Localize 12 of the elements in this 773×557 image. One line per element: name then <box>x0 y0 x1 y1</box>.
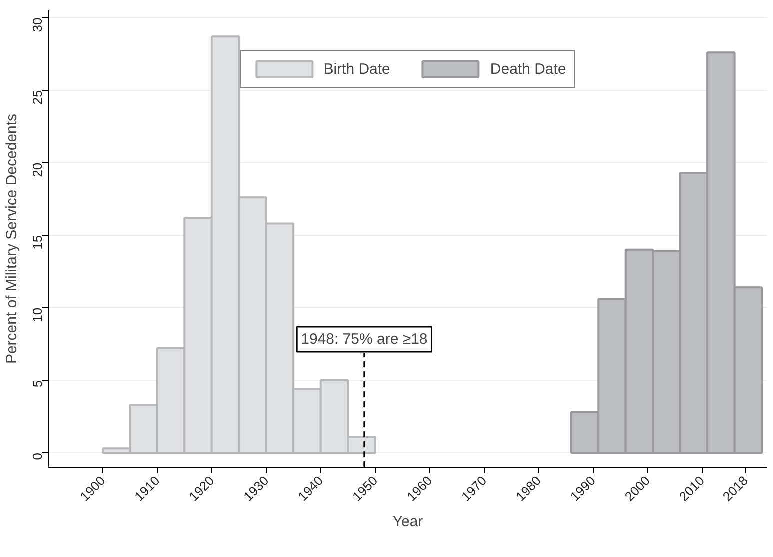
y-tick-label: 0 <box>30 452 45 460</box>
y-tick-label: 30 <box>30 18 45 32</box>
y-axis-title: Percent of Military Service Decedents <box>4 114 20 364</box>
y-tick-label: 25 <box>30 90 45 105</box>
y-tick-label: 15 <box>30 235 45 250</box>
y-tick-label: 20 <box>30 162 45 178</box>
legend-label: Death Date <box>490 60 566 78</box>
ref-line-label: 1948: 75% are ≥18 <box>301 331 428 348</box>
legend-label: Birth Date <box>324 60 390 78</box>
x-axis-title: Year <box>392 513 424 530</box>
y-tick-label: 10 <box>30 308 45 322</box>
y-tick-label: 5 <box>30 380 45 388</box>
